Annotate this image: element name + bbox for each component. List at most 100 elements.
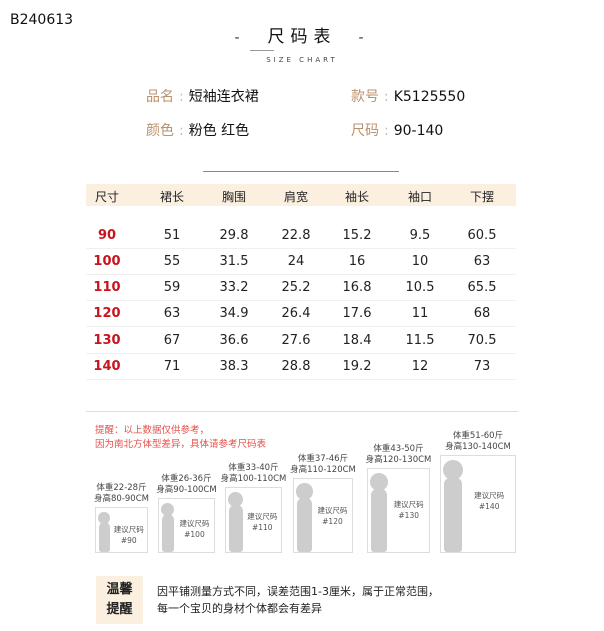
table-cell: 27.6 xyxy=(281,333,311,348)
table-cell: 63 xyxy=(163,306,181,321)
page-title: - 尺码表 - xyxy=(0,22,604,47)
table-cell: 26.4 xyxy=(281,306,311,321)
figure-weight-height: 体重22-28斤 身高80-90CM xyxy=(94,483,149,504)
suggest-size: #100 xyxy=(184,530,205,540)
figure-weight-height: 体重26-36斤 身高90-100CM xyxy=(156,474,217,495)
table-cell: 10.5 xyxy=(405,280,435,295)
suggest-label: 建议尺码 xyxy=(113,525,144,535)
child-silhouette-head xyxy=(228,492,244,508)
table-cell: 16 xyxy=(348,254,366,269)
tip-label: 温馨 提醒 xyxy=(96,576,143,624)
suggest-label: 建议尺码 xyxy=(393,499,424,509)
table-cell: 18.4 xyxy=(342,333,372,348)
row-divider xyxy=(86,379,516,380)
column-header: 尺寸 xyxy=(94,190,119,204)
table-cell: 31.5 xyxy=(219,254,249,269)
table-cell: 11 xyxy=(411,306,429,321)
size-figure-box: 建议尺码 #130 xyxy=(367,468,430,553)
table-cell: 33.2 xyxy=(219,280,249,295)
child-silhouette-body xyxy=(99,521,110,552)
title-underline xyxy=(250,50,274,51)
table-cell: 63 xyxy=(473,254,491,269)
warning-line-2: 因为南北方体型差异，具体请参考尺码表 xyxy=(95,439,267,450)
child-silhouette-body xyxy=(297,497,312,552)
info-size: 尺码:90-140 xyxy=(351,123,444,139)
suggest-label: 建议尺码 xyxy=(474,491,505,501)
suggest-size: #90 xyxy=(120,536,137,546)
column-header: 肩宽 xyxy=(283,190,308,204)
row-divider xyxy=(86,326,516,327)
child-silhouette-head xyxy=(443,460,464,481)
size-cell: 100 xyxy=(93,254,121,269)
table-cell: 59 xyxy=(163,280,181,295)
child-silhouette-body xyxy=(229,505,243,552)
tip-line-1: 因平铺测量方式不同，误差范围1-3厘米，属于正常范围， xyxy=(157,585,439,598)
figure-weight-height: 体重51-60斤 身高130-140CM xyxy=(445,431,511,452)
child-silhouette-head xyxy=(370,473,389,492)
suggest-label: 建议尺码 xyxy=(247,512,278,522)
table-cell: 22.8 xyxy=(281,228,311,243)
size-cell: 90 xyxy=(97,228,117,243)
section-divider xyxy=(86,411,518,412)
column-header: 袖长 xyxy=(344,190,369,204)
child-silhouette-body xyxy=(371,489,388,552)
table-cell: 12 xyxy=(411,359,429,374)
size-figure-box: 建议尺码 #140 xyxy=(440,455,516,553)
figure-weight-height: 体重43-50斤 身高120-130CM xyxy=(365,444,432,465)
row-divider xyxy=(86,300,516,301)
size-figure-box: 建议尺码 #90 xyxy=(95,507,148,553)
column-header: 胸围 xyxy=(221,190,246,204)
tip-line-2: 每一个宝贝的身材个体都会有差异 xyxy=(157,602,322,615)
suggest-size: #130 xyxy=(398,510,419,520)
table-cell: 55 xyxy=(163,254,181,269)
row-divider xyxy=(86,274,516,275)
product-code: B240613 xyxy=(10,12,74,28)
table-cell: 17.6 xyxy=(342,306,372,321)
size-figure-box: 建议尺码 #100 xyxy=(158,498,215,553)
table-cell: 25.2 xyxy=(281,280,311,295)
child-silhouette-body xyxy=(162,514,174,552)
table-cell: 19.2 xyxy=(342,359,372,374)
size-cell: 110 xyxy=(93,280,121,295)
table-cell: 29.8 xyxy=(219,228,249,243)
column-header: 裙长 xyxy=(159,190,184,204)
table-cell: 9.5 xyxy=(409,228,431,243)
info-product-name: 品名: 短袖连衣裙 xyxy=(146,89,259,105)
title-dash-right: - xyxy=(358,30,370,46)
table-cell: 70.5 xyxy=(467,333,497,348)
table-cell: 67 xyxy=(163,333,181,348)
table-cell: 36.6 xyxy=(219,333,249,348)
suggest-size: #120 xyxy=(322,517,343,527)
table-cell: 24 xyxy=(287,254,305,269)
table-cell: 71 xyxy=(163,359,181,374)
suggest-label: 建议尺码 xyxy=(317,506,348,516)
subtitle: SIZE CHART xyxy=(266,56,338,64)
info-style-number: 款号: K5125550 xyxy=(351,89,466,105)
divider xyxy=(203,171,399,172)
column-header: 袖口 xyxy=(407,190,432,204)
table-cell: 10 xyxy=(411,254,429,269)
table-cell: 11.5 xyxy=(405,333,435,348)
suggest-size: #140 xyxy=(478,502,500,512)
figure-weight-height: 体重37-46斤 身高110-120CM xyxy=(290,454,356,475)
child-silhouette-head xyxy=(98,512,110,524)
table-cell: 51 xyxy=(163,228,181,243)
suggest-size: #110 xyxy=(251,523,273,533)
table-cell: 68 xyxy=(473,306,491,321)
column-header: 下摆 xyxy=(469,190,494,204)
title-text: 尺码表 xyxy=(267,27,337,47)
row-divider xyxy=(86,353,516,354)
warning-line-1: 提醒：以上数据仅供参考， xyxy=(95,425,210,436)
size-figure-box: 建议尺码 #110 xyxy=(225,487,282,553)
table-cell: 73 xyxy=(473,359,491,374)
suggest-label: 建议尺码 xyxy=(179,519,210,529)
table-cell: 60.5 xyxy=(467,228,497,243)
table-cell: 16.8 xyxy=(342,280,372,295)
child-silhouette-body xyxy=(444,478,463,552)
table-cell: 38.3 xyxy=(219,359,249,374)
size-cell: 140 xyxy=(93,359,121,374)
child-silhouette-head xyxy=(296,483,313,500)
table-header-bg xyxy=(86,184,516,206)
size-cell: 130 xyxy=(93,333,121,348)
title-dash-left: - xyxy=(234,30,246,46)
